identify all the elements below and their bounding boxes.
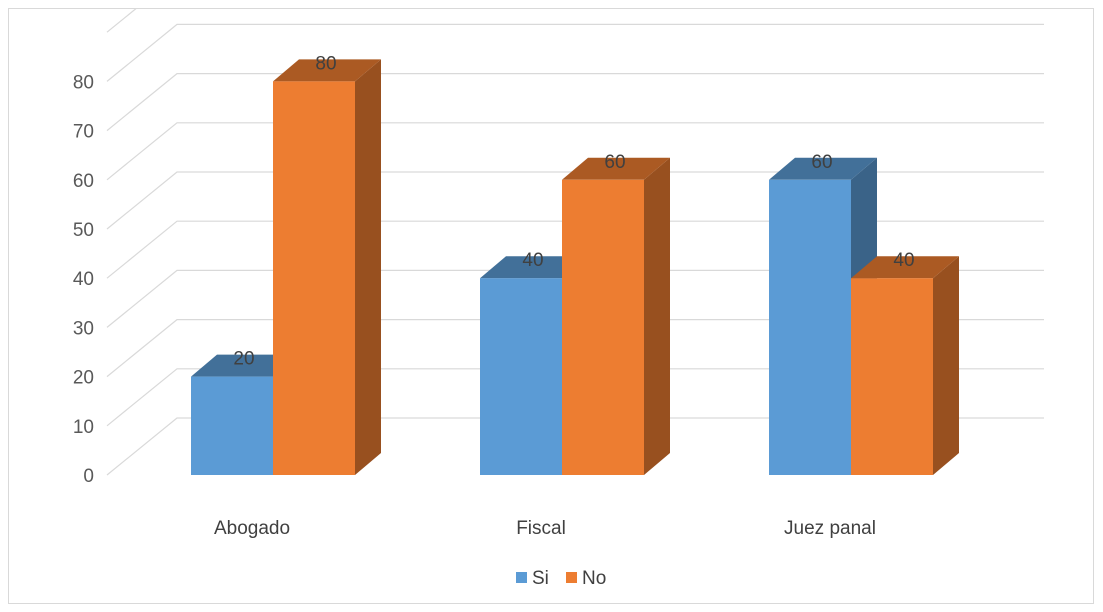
legend-label: Si bbox=[532, 568, 549, 589]
bar-front-face bbox=[769, 179, 851, 476]
bar-chart: 0 10 20 30 40 50 60 70 80 20 80 40 60 60 40 Abogado Fi… bbox=[73, 9, 1044, 589]
gridline bbox=[106, 72, 1044, 132]
bar-front-face bbox=[562, 179, 644, 476]
bar-top-face bbox=[480, 256, 588, 279]
bar-no-abogado bbox=[273, 59, 381, 476]
data-label: 60 bbox=[811, 152, 832, 173]
legend-label: No bbox=[582, 568, 606, 589]
gridline bbox=[106, 23, 1044, 82]
bar-no-juez-panal bbox=[851, 256, 959, 475]
bar-side-face bbox=[933, 256, 959, 475]
bar-top-face bbox=[273, 59, 381, 82]
bar-front-face bbox=[191, 376, 273, 475]
gridline bbox=[106, 9, 137, 33]
data-label: 40 bbox=[893, 250, 914, 271]
grid-lines bbox=[106, 9, 1044, 476]
gridline bbox=[106, 319, 1044, 378]
gridline bbox=[106, 417, 1044, 476]
gridline bbox=[106, 171, 1044, 230]
legend-swatch bbox=[516, 572, 527, 583]
y-tick-label: 10 bbox=[73, 417, 94, 438]
gridline bbox=[106, 122, 1044, 181]
chart-frame: 0 10 20 30 40 50 60 70 80 20 80 40 60 60 40 Abogado Fi… bbox=[8, 8, 1094, 604]
x-category-label: Juez panal bbox=[784, 518, 876, 539]
data-label: 80 bbox=[315, 53, 336, 74]
y-axis-ticks: 0 10 20 30 40 50 60 70 80 bbox=[73, 72, 94, 487]
bar-front-face bbox=[480, 278, 562, 475]
bar-top-face bbox=[191, 354, 299, 377]
legend-swatch bbox=[566, 572, 577, 583]
gridline bbox=[106, 269, 1044, 328]
bar-side-face bbox=[355, 59, 381, 476]
y-tick-label: 70 bbox=[73, 122, 94, 143]
gridline bbox=[106, 220, 1044, 279]
y-tick-label: 80 bbox=[73, 72, 94, 93]
bars bbox=[191, 59, 959, 476]
data-label: 20 bbox=[233, 349, 254, 370]
x-axis-categories: Abogado Fiscal Juez panal bbox=[214, 518, 876, 539]
data-labels: 20 80 40 60 60 40 bbox=[233, 53, 914, 369]
y-tick-label: 50 bbox=[73, 220, 94, 241]
gridline bbox=[106, 368, 1044, 427]
bar-top-face bbox=[562, 157, 670, 180]
bar-front-face bbox=[851, 278, 933, 475]
data-label: 40 bbox=[522, 250, 543, 271]
y-tick-label: 40 bbox=[73, 269, 94, 290]
y-tick-label: 0 bbox=[83, 466, 94, 487]
y-tick-label: 60 bbox=[73, 171, 94, 192]
x-category-label: Abogado bbox=[214, 518, 290, 539]
data-label: 60 bbox=[604, 152, 625, 173]
bar-top-face bbox=[851, 256, 959, 279]
bar-side-face bbox=[644, 157, 670, 476]
bar-no-fiscal bbox=[562, 157, 670, 476]
y-tick-label: 20 bbox=[73, 368, 94, 389]
bar-top-face bbox=[769, 157, 877, 180]
bar-front-face bbox=[273, 81, 355, 476]
y-tick-label: 30 bbox=[73, 318, 94, 339]
x-category-label: Fiscal bbox=[516, 518, 566, 539]
legend: Si No bbox=[516, 568, 606, 589]
